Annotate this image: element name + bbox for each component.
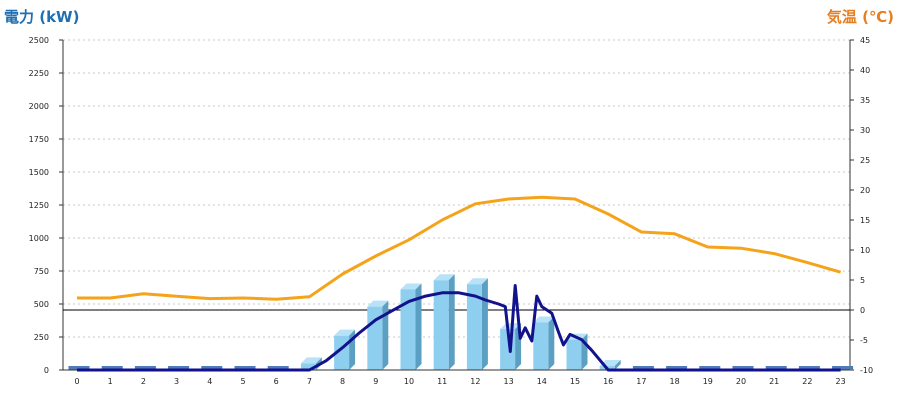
right-tick-label: 45 [860,36,870,45]
power-line [77,284,841,372]
bar-side [548,316,555,370]
x-tick-label: 12 [470,377,480,386]
left-tick-label: 1500 [29,168,49,177]
bar-top [533,316,555,323]
bar-top [300,357,322,364]
bar-zero [267,366,289,370]
right-tick-label: 5 [860,276,865,285]
x-tick-label: 7 [307,377,312,386]
left-tick-label: 0 [44,366,49,375]
bar-zero [134,366,156,370]
right-tick-label: 0 [860,306,865,315]
x-tick-label: 3 [174,377,179,386]
bar-zero [234,366,256,370]
x-tick-label: 10 [404,377,414,386]
x-tick-label: 15 [570,377,580,386]
right-axis-title: 気温 (℃) [826,8,894,26]
right-tick-label: 35 [860,96,870,105]
right-tick-label: -5 [860,336,868,345]
bar-side [481,278,488,370]
temperature-line [77,195,842,301]
right-tick-label: 30 [860,126,870,135]
right-tick-label: 40 [860,66,870,75]
left-tick-label: 1250 [29,201,49,210]
left-tick-label: 500 [34,300,49,309]
bar [466,284,482,370]
bar [400,289,416,370]
bar [300,363,316,370]
x-tick-label: 4 [207,377,212,386]
x-tick-label: 16 [603,377,613,386]
bar-top [500,323,522,330]
left-axis-title: 電力 (kW) [4,8,80,26]
left-tick-label: 2500 [29,36,49,45]
x-tick-label: 6 [274,377,279,386]
bar-side [415,283,422,370]
left-tick-label: 2250 [29,69,49,78]
x-tick-label: 1 [108,377,113,386]
bar-top [334,329,356,336]
x-tick-label: 22 [802,377,812,386]
right-tick-label: 25 [860,156,870,165]
right-tick-label: 10 [860,246,870,255]
bar-side [448,274,455,370]
x-tick-label: 5 [240,377,245,386]
bar-top [433,274,455,281]
bar [433,280,449,370]
x-tick-label: 17 [636,377,646,386]
left-tick-label: 2000 [29,102,49,111]
x-tick-label: 14 [537,377,547,386]
x-tick-label: 21 [769,377,779,386]
bar-zero [798,366,820,370]
left-tick-label: 250 [34,333,49,342]
x-tick-label: 8 [340,377,345,386]
bar-zero [699,366,721,370]
left-tick-label: 1750 [29,135,49,144]
x-tick-label: 0 [74,377,79,386]
x-tick-label: 9 [373,377,378,386]
bar-zero [168,366,190,370]
bar-zero [632,366,654,370]
bar-top [466,278,488,285]
left-tick-label: 750 [34,267,49,276]
x-tick-label: 18 [670,377,680,386]
x-tick-label: 2 [141,377,146,386]
x-tick-label: 13 [504,377,514,386]
right-tick-label: -10 [860,366,873,375]
x-tick-label: 20 [736,377,746,386]
bar-top [400,283,422,290]
bar-zero [68,366,90,370]
bar-side [382,300,389,370]
x-tick-label: 23 [836,377,846,386]
bar-zero [666,366,688,370]
bar-side [614,360,621,370]
bar-top [367,300,389,307]
bar [566,339,582,370]
bar-zero [765,366,787,370]
left-tick-label: 1000 [29,234,49,243]
bar-zero [101,366,123,370]
bar-zero [832,366,854,370]
x-tick-label: 19 [703,377,713,386]
x-tick-label: 11 [437,377,447,386]
right-tick-label: 15 [860,216,870,225]
bar-zero [201,366,223,370]
right-tick-label: 20 [860,186,870,195]
bar [533,322,549,370]
bar-zero [732,366,754,370]
